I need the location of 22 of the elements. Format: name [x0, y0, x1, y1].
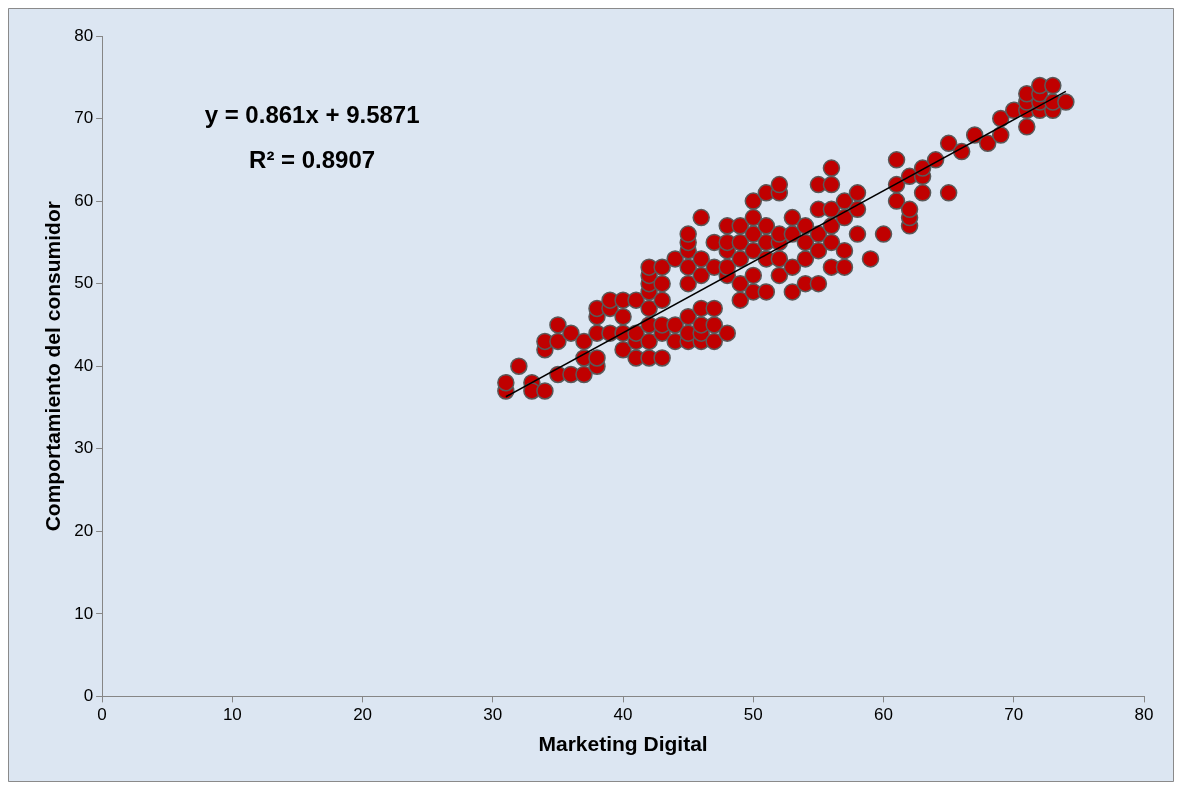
- x-tick-label: 40: [613, 705, 633, 725]
- y-tick-label: 50: [74, 273, 94, 293]
- x-tick-label: 80: [1134, 705, 1154, 725]
- x-axis-title: Marketing Digital: [538, 732, 708, 756]
- annotation: y = 0.861x + 9.5871: [204, 100, 420, 128]
- y-tick-label: 20: [74, 520, 94, 540]
- y-tick-label: 60: [74, 190, 94, 210]
- x-tick-label: 60: [874, 705, 893, 725]
- annotation: R² = 0.8907: [249, 145, 376, 173]
- y-tick-label: 30: [74, 438, 94, 458]
- y-axis-title: Comportamiento del consumidor: [41, 201, 65, 532]
- x-tick-label: 50: [743, 705, 763, 725]
- y-tick-label: 80: [74, 25, 94, 45]
- y-tick-label: 70: [74, 108, 94, 128]
- x-tick-label: 20: [353, 705, 373, 725]
- x-tick-label: 10: [222, 705, 242, 725]
- y-tick-label: 40: [74, 355, 94, 375]
- x-tick-label: 30: [483, 705, 503, 725]
- y-tick-label: 10: [74, 603, 94, 623]
- x-tick-label: 0: [97, 705, 107, 725]
- y-tick-label: 0: [83, 686, 94, 706]
- x-tick-label: 70: [1004, 705, 1024, 725]
